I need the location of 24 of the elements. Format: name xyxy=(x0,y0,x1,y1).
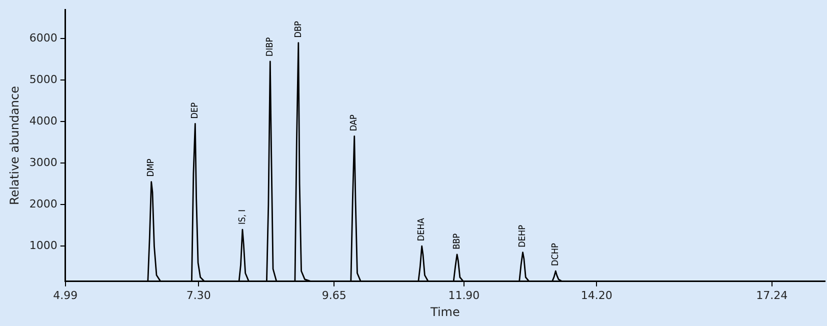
x-tick-label: 9.65 xyxy=(322,288,346,302)
y-axis-title: Relative abundance xyxy=(7,86,22,205)
annotation: DEP xyxy=(190,102,201,119)
annotation: IS, I xyxy=(238,209,248,225)
x-tick-label: 14.20 xyxy=(580,288,612,302)
x-tick-label: 11.90 xyxy=(448,288,480,302)
y-tick-label: 4000 xyxy=(29,114,58,128)
annotation: DEHP xyxy=(518,224,528,248)
annotation: DBP xyxy=(294,21,304,38)
x-tick-label: 17.24 xyxy=(756,288,788,302)
x-tick-label: 4.99 xyxy=(53,288,78,302)
annotation: DMP xyxy=(146,158,157,177)
annotation: DAP xyxy=(350,114,360,132)
annotation: DIBP xyxy=(265,37,276,56)
y-tick-label: 6000 xyxy=(29,32,58,45)
x-axis-title: Time xyxy=(430,304,460,319)
annotation: BBP xyxy=(452,233,462,250)
y-tick-label: 2000 xyxy=(29,197,58,210)
y-tick-label: 3000 xyxy=(29,156,58,169)
y-tick-label: 1000 xyxy=(29,238,58,252)
annotation: DCHP xyxy=(550,243,561,266)
annotation: DEHA xyxy=(417,218,428,242)
x-tick-label: 7.30 xyxy=(186,288,211,302)
y-tick-label: 5000 xyxy=(29,73,58,86)
